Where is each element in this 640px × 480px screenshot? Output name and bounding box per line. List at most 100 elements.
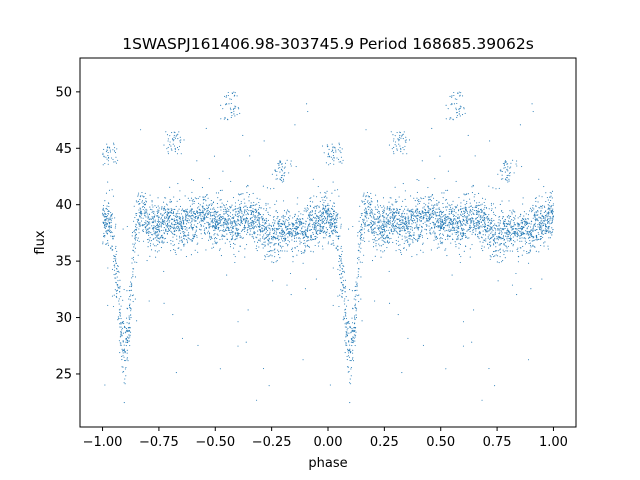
data-point xyxy=(545,200,547,203)
data-point xyxy=(478,220,481,222)
data-point xyxy=(151,234,153,236)
data-point xyxy=(261,228,263,230)
data-point xyxy=(404,235,406,237)
data-point xyxy=(344,326,346,328)
data-point xyxy=(425,215,427,217)
data-point xyxy=(373,223,375,225)
data-point xyxy=(290,232,292,234)
data-point xyxy=(364,207,367,209)
data-point xyxy=(281,236,283,238)
data-point xyxy=(433,230,435,232)
data-point xyxy=(287,231,290,233)
data-point xyxy=(457,235,459,237)
data-point xyxy=(489,255,491,257)
data-point xyxy=(449,230,451,232)
data-point xyxy=(186,220,188,222)
data-point xyxy=(287,240,289,242)
data-point xyxy=(225,223,227,225)
data-point xyxy=(232,247,235,249)
data-point xyxy=(232,217,235,220)
data-point xyxy=(114,256,116,258)
data-point xyxy=(447,170,449,172)
data-point xyxy=(456,239,458,241)
data-point xyxy=(529,236,531,238)
data-point xyxy=(372,215,374,217)
data-point xyxy=(356,262,359,264)
data-point xyxy=(443,223,445,225)
data-point xyxy=(218,218,220,220)
data-point xyxy=(479,231,481,233)
data-point xyxy=(212,227,214,229)
data-point xyxy=(508,214,510,216)
data-point xyxy=(319,192,321,194)
data-point xyxy=(238,250,240,252)
data-point xyxy=(378,225,380,227)
data-point xyxy=(503,238,506,241)
data-point xyxy=(431,207,433,209)
data-point xyxy=(513,225,515,227)
data-point xyxy=(365,129,367,131)
data-point xyxy=(302,225,304,227)
data-point xyxy=(404,240,406,242)
data-point xyxy=(336,215,338,217)
data-point xyxy=(281,240,284,242)
data-point xyxy=(286,226,288,228)
data-point xyxy=(365,196,367,198)
data-point xyxy=(547,208,549,210)
data-point xyxy=(543,242,545,244)
data-point xyxy=(431,127,433,129)
data-point xyxy=(552,211,554,213)
data-point xyxy=(366,214,368,216)
data-point xyxy=(452,210,454,212)
data-point xyxy=(356,284,358,286)
data-point xyxy=(105,225,107,228)
data-point xyxy=(296,254,298,256)
data-point xyxy=(377,234,379,236)
data-point xyxy=(373,241,375,243)
data-point xyxy=(324,217,326,219)
data-point xyxy=(144,212,146,214)
data-point xyxy=(489,140,491,142)
data-point xyxy=(277,235,279,237)
data-point xyxy=(417,208,419,210)
data-point xyxy=(276,212,278,214)
data-point xyxy=(314,228,316,230)
data-point xyxy=(539,226,541,228)
data-point xyxy=(447,189,449,191)
data-point xyxy=(537,224,539,226)
data-point xyxy=(451,274,453,276)
data-point xyxy=(382,223,384,225)
data-point xyxy=(119,285,121,287)
data-point xyxy=(339,277,341,279)
data-point xyxy=(432,216,434,219)
data-point xyxy=(347,366,350,368)
data-point xyxy=(288,211,290,213)
data-point xyxy=(390,231,393,233)
data-point xyxy=(165,203,168,205)
data-point xyxy=(445,214,447,216)
data-point xyxy=(351,338,353,340)
data-point xyxy=(244,248,246,250)
data-point xyxy=(303,252,305,254)
data-point xyxy=(314,210,316,212)
data-point xyxy=(224,205,226,207)
data-point xyxy=(493,241,495,243)
data-point xyxy=(174,234,176,236)
data-point xyxy=(108,226,110,228)
data-point xyxy=(427,237,429,240)
data-point xyxy=(107,210,109,213)
data-point xyxy=(109,219,111,221)
data-point xyxy=(247,228,249,231)
data-point xyxy=(241,221,243,223)
data-point xyxy=(372,229,375,231)
data-point xyxy=(161,240,163,242)
data-point xyxy=(528,262,530,264)
data-point xyxy=(278,222,280,224)
data-point xyxy=(240,236,242,238)
data-point xyxy=(215,210,217,212)
data-point xyxy=(539,207,541,209)
data-point xyxy=(169,201,171,203)
data-point xyxy=(302,222,305,224)
data-point xyxy=(378,218,380,220)
data-point xyxy=(267,230,269,232)
